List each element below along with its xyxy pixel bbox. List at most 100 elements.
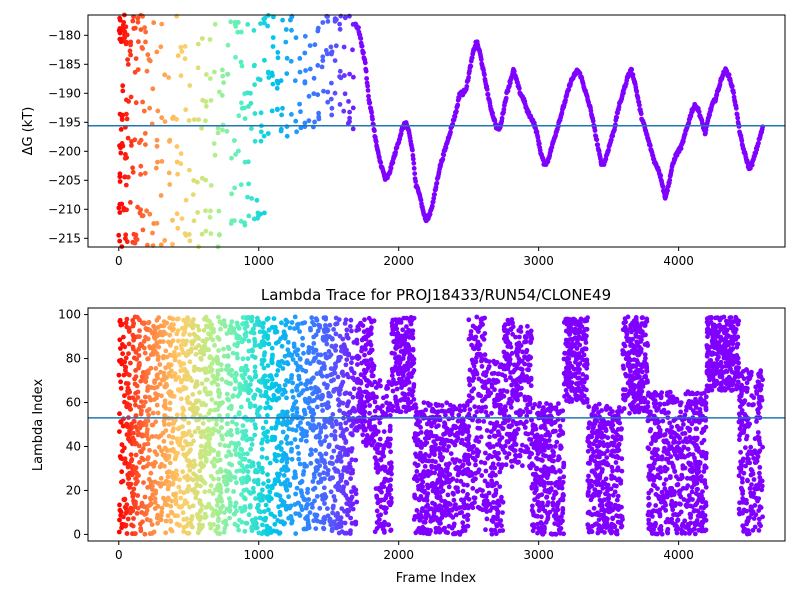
delta-g-point (117, 210, 123, 215)
lambda-point (239, 480, 245, 486)
lambda-point (249, 318, 255, 324)
lambda-point (345, 469, 350, 474)
delta-g-point (329, 49, 335, 55)
lambda-point (413, 474, 418, 480)
lambda-point (215, 512, 221, 517)
lambda-point (144, 408, 150, 414)
lambda-point (249, 347, 255, 353)
lambda-point (450, 515, 456, 520)
lambda-point (265, 316, 271, 321)
lambda-point (170, 328, 175, 333)
lambda-point (321, 520, 327, 526)
lambda-point (118, 420, 124, 425)
lambda-point (418, 425, 423, 430)
lambda-point (122, 393, 127, 399)
lambda-point (461, 514, 467, 519)
delta-g-point (680, 139, 686, 144)
lambda-point (487, 434, 492, 440)
delta-g-point (128, 52, 134, 58)
lambda-point (229, 462, 235, 468)
lambda-point (293, 531, 299, 536)
lambda-point (430, 433, 436, 439)
lambda-point (433, 529, 439, 535)
lambda-point (362, 403, 368, 409)
delta-g-point (658, 173, 664, 179)
lambda-point (298, 420, 303, 425)
lambda-point (230, 419, 235, 425)
lambda-point (458, 478, 464, 484)
lambda-point (120, 423, 126, 429)
lambda-point (222, 510, 227, 515)
delta-g-point (154, 137, 160, 143)
delta-g-point (393, 149, 398, 155)
lambda-point (283, 486, 289, 492)
delta-g-point (158, 44, 164, 50)
delta-g-point (178, 161, 184, 167)
lambda-point (246, 390, 252, 396)
delta-g-point (325, 89, 331, 95)
delta-g-point (203, 103, 209, 109)
lambda-point (203, 456, 209, 462)
lambda-point (237, 381, 243, 387)
lambda-point (448, 451, 454, 456)
lambda-point (483, 404, 488, 410)
lambda-point (489, 531, 495, 537)
lambda-point (240, 423, 246, 428)
lambda-point (132, 466, 138, 472)
delta-g-point (130, 165, 136, 171)
lambda-point (207, 427, 213, 433)
lambda-point (382, 476, 388, 482)
lambda-point (407, 355, 412, 360)
lambda-point (448, 402, 453, 408)
lambda-point (155, 357, 161, 362)
lambda-point (155, 520, 161, 526)
lambda-point (153, 391, 158, 397)
lambda-point (456, 412, 462, 418)
lambda-point (298, 488, 304, 493)
delta-g-point (116, 205, 122, 211)
lambda-point (466, 496, 472, 502)
delta-g-point (316, 116, 322, 122)
lambda-point (207, 521, 213, 527)
delta-g-point (378, 160, 384, 166)
lambda-point (411, 384, 417, 390)
delta-g-point (117, 17, 123, 23)
lambda-point (215, 335, 221, 340)
delta-g-point (199, 125, 204, 131)
lambda-point (372, 399, 378, 405)
lambda-point (260, 358, 266, 364)
delta-g-point (363, 68, 369, 74)
delta-g-point (315, 25, 321, 31)
lambda-point (345, 512, 350, 518)
lambda-point (493, 505, 498, 511)
lambda-point (332, 433, 338, 439)
lambda-point (208, 354, 213, 359)
lambda-point (466, 376, 472, 381)
lambda-point (142, 494, 148, 500)
lambda-point (467, 407, 473, 412)
lambda-point (277, 509, 283, 515)
lambda-point (423, 530, 428, 536)
lambda-point (320, 394, 325, 400)
lambda-point (384, 386, 389, 391)
lambda-point (218, 326, 223, 332)
lambda-point (269, 496, 274, 502)
lambda-point (351, 386, 357, 392)
lambda-point (142, 394, 148, 400)
lambda-point (455, 472, 461, 478)
lambda-point (348, 324, 353, 329)
delta-g-point (342, 91, 348, 97)
delta-g-point (140, 46, 146, 51)
lambda-point (294, 410, 300, 415)
lambda-point (287, 505, 293, 511)
delta-g-point (298, 125, 304, 131)
delta-g-point (120, 112, 126, 118)
lambda-point (178, 504, 184, 510)
lambda-point (187, 504, 193, 510)
lambda-point (410, 346, 416, 352)
lambda-point (350, 394, 356, 400)
lambda-point (181, 376, 187, 382)
lambda-point (286, 515, 291, 521)
lambda-point (242, 504, 248, 509)
lambda-point (457, 429, 462, 435)
